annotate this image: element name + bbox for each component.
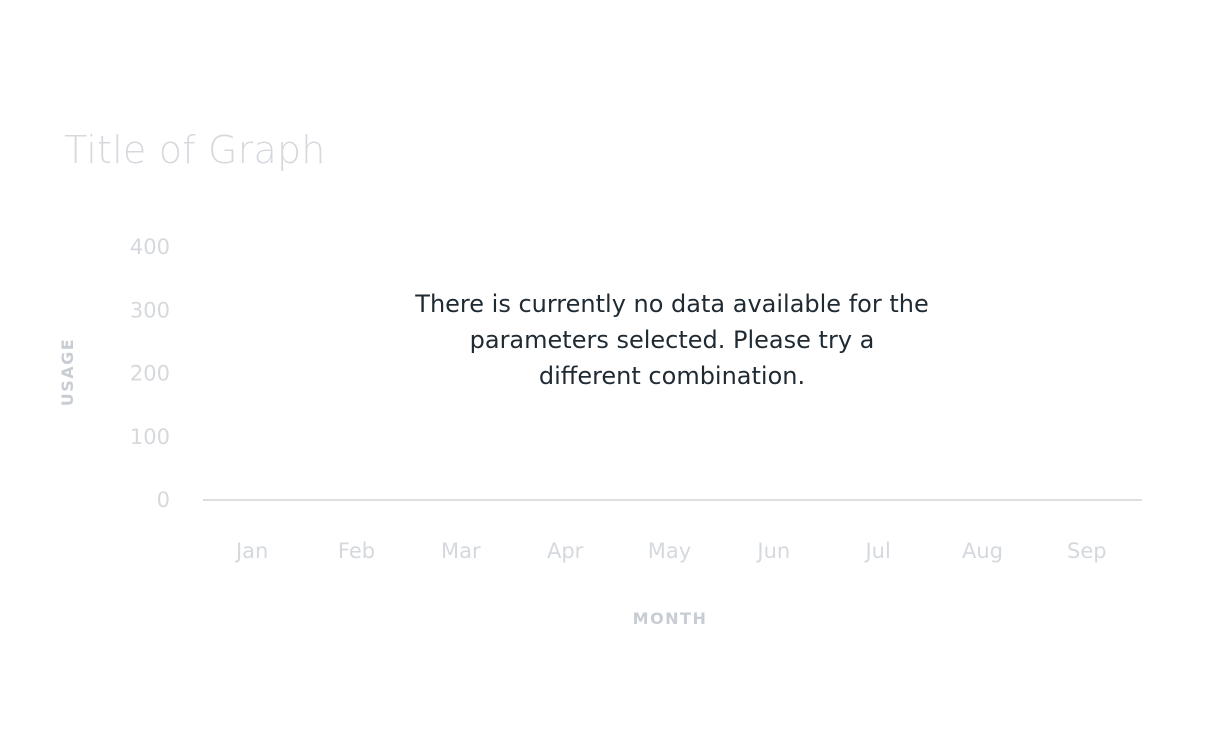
x-axis-ticks: Jan Feb Mar Apr May Jun Jul Aug Sep bbox=[234, 539, 1107, 563]
empty-state-line: There is currently no data available for… bbox=[415, 290, 929, 318]
x-tick-label: Aug bbox=[962, 539, 1003, 563]
y-tick-label: 400 bbox=[130, 235, 170, 259]
x-tick-label: Apr bbox=[547, 539, 584, 563]
empty-state-message: There is currently no data available for… bbox=[372, 286, 972, 394]
chart-title: Title of Graph bbox=[64, 128, 326, 172]
y-tick-label: 100 bbox=[130, 425, 170, 449]
x-tick-label: Jul bbox=[863, 539, 890, 563]
y-tick-label: 0 bbox=[157, 488, 170, 512]
x-tick-label: Mar bbox=[441, 539, 481, 563]
y-axis-title: USAGE bbox=[58, 338, 77, 406]
empty-state-line: parameters selected. Please try a bbox=[469, 326, 875, 354]
x-tick-label: Jan bbox=[234, 539, 268, 563]
empty-state-line: different combination. bbox=[538, 362, 806, 390]
y-tick-label: 200 bbox=[130, 362, 170, 386]
x-tick-label: Feb bbox=[338, 539, 375, 563]
x-axis-title: MONTH bbox=[633, 609, 708, 628]
x-tick-label: Sep bbox=[1067, 539, 1107, 563]
y-tick-label: 300 bbox=[130, 298, 170, 322]
x-tick-label: Jun bbox=[755, 539, 790, 563]
y-axis-ticks: 400 300 200 100 0 bbox=[130, 235, 170, 512]
x-tick-label: May bbox=[648, 539, 691, 563]
